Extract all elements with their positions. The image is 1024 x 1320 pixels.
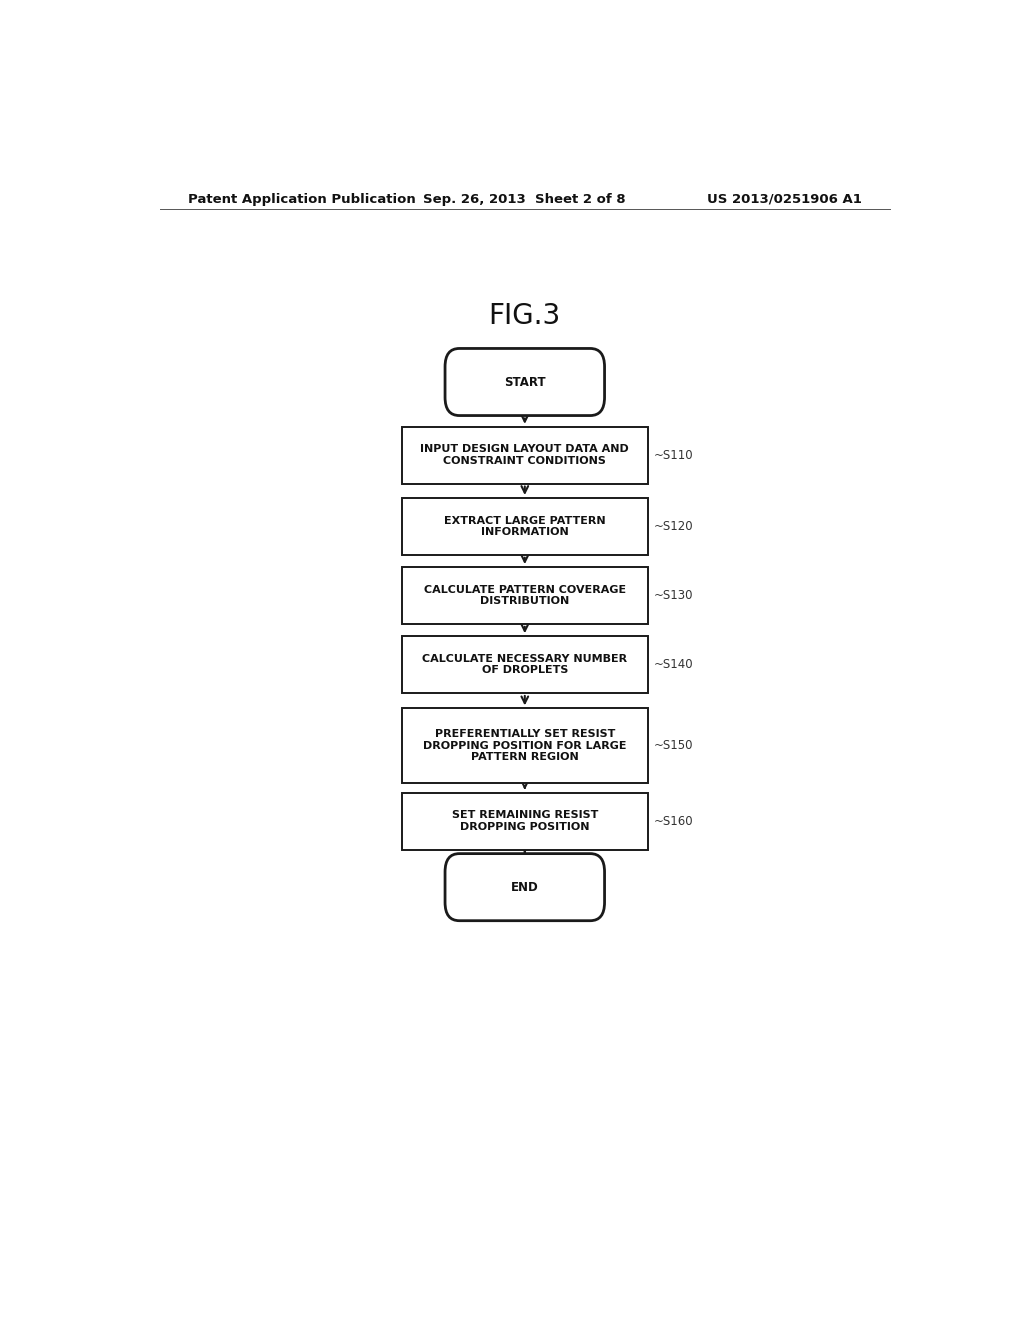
FancyBboxPatch shape (401, 636, 648, 693)
Text: PREFERENTIALLY SET RESIST
DROPPING POSITION FOR LARGE
PATTERN REGION: PREFERENTIALLY SET RESIST DROPPING POSIT… (423, 729, 627, 763)
FancyBboxPatch shape (445, 348, 604, 416)
Text: FIG.3: FIG.3 (488, 302, 561, 330)
Text: ~S130: ~S130 (654, 589, 693, 602)
FancyBboxPatch shape (401, 709, 648, 784)
Text: SET REMAINING RESIST
DROPPING POSITION: SET REMAINING RESIST DROPPING POSITION (452, 810, 598, 832)
Text: ~S140: ~S140 (654, 659, 694, 671)
Text: Sep. 26, 2013  Sheet 2 of 8: Sep. 26, 2013 Sheet 2 of 8 (424, 193, 626, 206)
Text: US 2013/0251906 A1: US 2013/0251906 A1 (708, 193, 862, 206)
FancyBboxPatch shape (401, 426, 648, 483)
Text: Patent Application Publication: Patent Application Publication (187, 193, 416, 206)
Text: START: START (504, 375, 546, 388)
Text: END: END (511, 880, 539, 894)
FancyBboxPatch shape (401, 568, 648, 624)
FancyBboxPatch shape (401, 792, 648, 850)
Text: ~S110: ~S110 (654, 449, 694, 462)
Text: CALCULATE PATTERN COVERAGE
DISTRIBUTION: CALCULATE PATTERN COVERAGE DISTRIBUTION (424, 585, 626, 606)
Text: EXTRACT LARGE PATTERN
INFORMATION: EXTRACT LARGE PATTERN INFORMATION (444, 516, 605, 537)
FancyBboxPatch shape (401, 498, 648, 554)
FancyBboxPatch shape (445, 854, 604, 921)
Text: ~S160: ~S160 (654, 814, 694, 828)
Text: CALCULATE NECESSARY NUMBER
OF DROPLETS: CALCULATE NECESSARY NUMBER OF DROPLETS (422, 653, 628, 676)
Text: INPUT DESIGN LAYOUT DATA AND
CONSTRAINT CONDITIONS: INPUT DESIGN LAYOUT DATA AND CONSTRAINT … (421, 445, 629, 466)
Text: ~S150: ~S150 (654, 739, 693, 752)
Text: ~S120: ~S120 (654, 520, 694, 533)
